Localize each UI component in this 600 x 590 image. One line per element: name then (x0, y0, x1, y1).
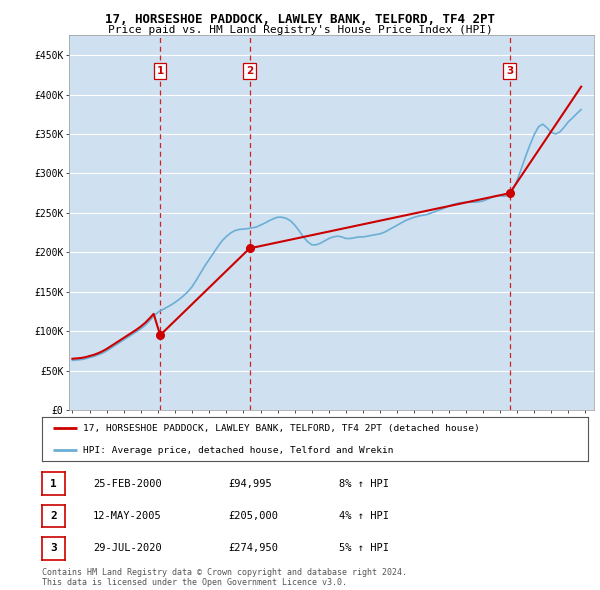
Text: 29-JUL-2020: 29-JUL-2020 (93, 543, 162, 553)
Text: 25-FEB-2000: 25-FEB-2000 (93, 478, 162, 489)
Text: 2: 2 (50, 511, 57, 521)
Text: 1: 1 (50, 478, 57, 489)
Text: £205,000: £205,000 (228, 511, 278, 521)
Text: 5% ↑ HPI: 5% ↑ HPI (339, 543, 389, 553)
Text: HPI: Average price, detached house, Telford and Wrekin: HPI: Average price, detached house, Telf… (83, 446, 394, 455)
Text: £94,995: £94,995 (228, 478, 272, 489)
Text: 3: 3 (50, 543, 57, 553)
Text: £274,950: £274,950 (228, 543, 278, 553)
Text: 2: 2 (246, 66, 253, 76)
Text: 3: 3 (506, 66, 514, 76)
Text: 17, HORSESHOE PADDOCK, LAWLEY BANK, TELFORD, TF4 2PT: 17, HORSESHOE PADDOCK, LAWLEY BANK, TELF… (105, 13, 495, 26)
Text: Contains HM Land Registry data © Crown copyright and database right 2024.
This d: Contains HM Land Registry data © Crown c… (42, 568, 407, 587)
Text: 17, HORSESHOE PADDOCK, LAWLEY BANK, TELFORD, TF4 2PT (detached house): 17, HORSESHOE PADDOCK, LAWLEY BANK, TELF… (83, 424, 480, 432)
Text: 4% ↑ HPI: 4% ↑ HPI (339, 511, 389, 521)
Text: 8% ↑ HPI: 8% ↑ HPI (339, 478, 389, 489)
Text: 1: 1 (157, 66, 164, 76)
Text: Price paid vs. HM Land Registry's House Price Index (HPI): Price paid vs. HM Land Registry's House … (107, 25, 493, 35)
Text: 12-MAY-2005: 12-MAY-2005 (93, 511, 162, 521)
